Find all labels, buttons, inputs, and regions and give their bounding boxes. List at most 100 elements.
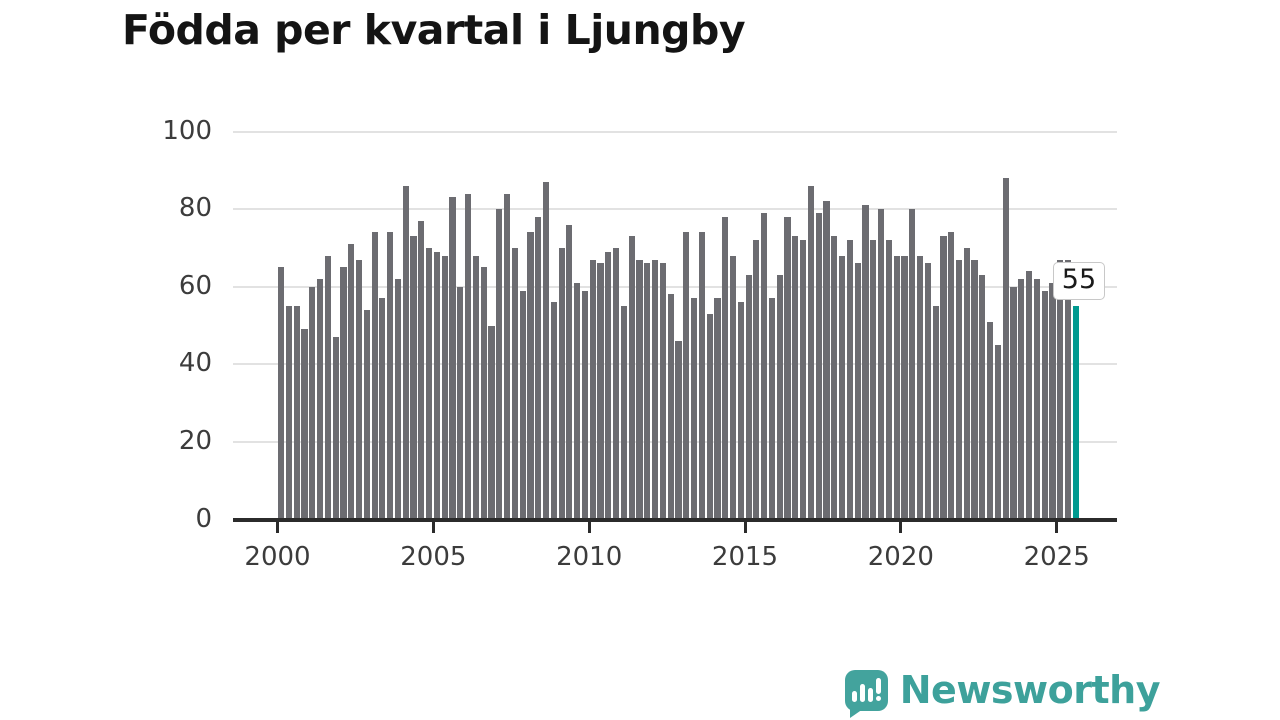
bar-2024-Q3 bbox=[1041, 290, 1048, 520]
bar-2013-Q3 bbox=[698, 232, 705, 520]
bar-2017-Q3 bbox=[823, 201, 830, 520]
x-axis-label-2000: 2000 bbox=[244, 542, 311, 572]
bar-2015-Q1 bbox=[745, 275, 752, 520]
bar-2009-Q2 bbox=[566, 224, 573, 520]
bar-2007-Q3 bbox=[511, 247, 518, 520]
bar-2012-Q3 bbox=[667, 294, 674, 520]
bar-2000-Q4 bbox=[301, 329, 308, 520]
y-axis-label-0: 0 bbox=[195, 503, 212, 534]
bar-2013-Q1 bbox=[683, 232, 690, 520]
x-tick-2020 bbox=[899, 521, 903, 533]
bar-2021-Q3 bbox=[948, 232, 955, 520]
bar-2016-Q3 bbox=[792, 236, 799, 520]
bar-2020-Q2 bbox=[909, 209, 916, 520]
bar-2018-Q4 bbox=[862, 205, 869, 520]
bar-2009-Q4 bbox=[581, 290, 589, 520]
bar-2009-Q3 bbox=[574, 282, 581, 520]
bar-2019-Q2 bbox=[877, 209, 885, 520]
bar-2019-Q4 bbox=[893, 255, 900, 520]
bar-2009-Q1 bbox=[558, 247, 565, 520]
x-axis-line bbox=[233, 517, 1117, 522]
bar-2013-Q4 bbox=[706, 313, 713, 520]
bar-2006-Q2 bbox=[472, 255, 479, 520]
bar-2012-Q4 bbox=[675, 341, 682, 520]
bar-2020-Q3 bbox=[916, 255, 924, 520]
bar-2010-Q1 bbox=[589, 259, 596, 520]
bar-2006-Q4 bbox=[488, 325, 495, 520]
bar-2002-Q3 bbox=[355, 259, 363, 520]
bar-2005-Q4 bbox=[457, 286, 464, 520]
gridline-80 bbox=[233, 208, 1117, 211]
bar-2023-Q4 bbox=[1018, 278, 1025, 520]
x-axis-label-2020: 2020 bbox=[867, 542, 934, 572]
bar-2003-Q1 bbox=[371, 232, 378, 520]
y-axis-label-20: 20 bbox=[178, 425, 212, 456]
bar-2015-Q2 bbox=[753, 240, 760, 520]
bar-2004-Q2 bbox=[410, 236, 417, 520]
bar-2018-Q1 bbox=[839, 255, 846, 520]
newsworthy-wordmark: Newsworthy bbox=[899, 668, 1161, 712]
x-axis-label-2005: 2005 bbox=[400, 542, 467, 572]
bar-2007-Q1 bbox=[496, 209, 503, 520]
bar-2011-Q3 bbox=[636, 259, 643, 520]
bar-2025-Q2 bbox=[1064, 259, 1072, 520]
bar-2001-Q1 bbox=[309, 286, 316, 520]
bar-2011-Q4 bbox=[644, 263, 651, 520]
bar-2014-Q1 bbox=[714, 298, 721, 520]
bar-2021-Q2 bbox=[940, 236, 947, 520]
bar-2012-Q2 bbox=[659, 263, 666, 520]
bar-2021-Q4 bbox=[955, 259, 963, 520]
bar-2022-Q3 bbox=[979, 275, 986, 520]
bar-2019-Q3 bbox=[885, 240, 892, 520]
speech-bubble-tail bbox=[849, 708, 863, 718]
bar-2014-Q4 bbox=[737, 302, 744, 520]
bar-2022-Q2 bbox=[971, 259, 978, 520]
mini-bar-icon bbox=[867, 687, 873, 702]
mini-bar-icon bbox=[851, 690, 857, 702]
bar-2004-Q4 bbox=[426, 247, 433, 520]
bar-2000-Q2 bbox=[285, 306, 292, 520]
bar-2002-Q4 bbox=[363, 309, 370, 520]
bar-2017-Q2 bbox=[815, 212, 822, 520]
bar-2007-Q2 bbox=[503, 193, 511, 520]
bar-2012-Q1 bbox=[652, 259, 659, 520]
x-tick-2010 bbox=[587, 521, 591, 533]
bar-2024-Q1 bbox=[1026, 271, 1033, 520]
bar-2000-Q1 bbox=[278, 267, 285, 520]
x-tick-2015 bbox=[743, 521, 747, 533]
bar-2003-Q2 bbox=[379, 298, 386, 520]
newsworthy-branding: Newsworthy bbox=[844, 668, 1161, 718]
bar-2001-Q2 bbox=[316, 278, 324, 520]
bar-2005-Q3 bbox=[449, 197, 456, 520]
gridline-100 bbox=[233, 130, 1117, 133]
bar-2006-Q3 bbox=[480, 267, 487, 520]
bar-2002-Q2 bbox=[348, 244, 355, 520]
bar-2001-Q3 bbox=[324, 255, 331, 520]
y-axis-label-40: 40 bbox=[178, 348, 212, 379]
bar-2008-Q3 bbox=[542, 181, 550, 520]
bar-2010-Q2 bbox=[597, 263, 604, 520]
bar-2018-Q3 bbox=[854, 263, 861, 520]
page-title: Födda per kvartal i Ljungby bbox=[122, 6, 746, 54]
mini-bar-icon bbox=[859, 683, 865, 702]
bar-2023-Q2 bbox=[1002, 178, 1009, 520]
bar-2003-Q4 bbox=[394, 278, 402, 520]
bar-2015-Q3 bbox=[761, 212, 768, 520]
bar-2005-Q2 bbox=[441, 255, 448, 520]
y-axis-label-60: 60 bbox=[178, 270, 212, 301]
bar-2008-Q2 bbox=[535, 216, 542, 520]
x-axis-label-2015: 2015 bbox=[711, 542, 779, 572]
bar-2019-Q1 bbox=[870, 240, 877, 520]
bar-2011-Q1 bbox=[620, 306, 628, 520]
bar-2014-Q2 bbox=[722, 216, 729, 520]
bar-2023-Q1 bbox=[994, 344, 1002, 520]
bar-2020-Q1 bbox=[901, 255, 908, 520]
bar-2014-Q3 bbox=[729, 255, 737, 520]
bar-2024-Q4 bbox=[1049, 282, 1056, 520]
bar-2008-Q1 bbox=[527, 232, 534, 520]
bar-2025-Q1 bbox=[1057, 259, 1064, 520]
bar-2002-Q1 bbox=[340, 267, 347, 520]
y-axis-label-100: 100 bbox=[162, 115, 212, 146]
bar-2022-Q4 bbox=[987, 321, 994, 520]
